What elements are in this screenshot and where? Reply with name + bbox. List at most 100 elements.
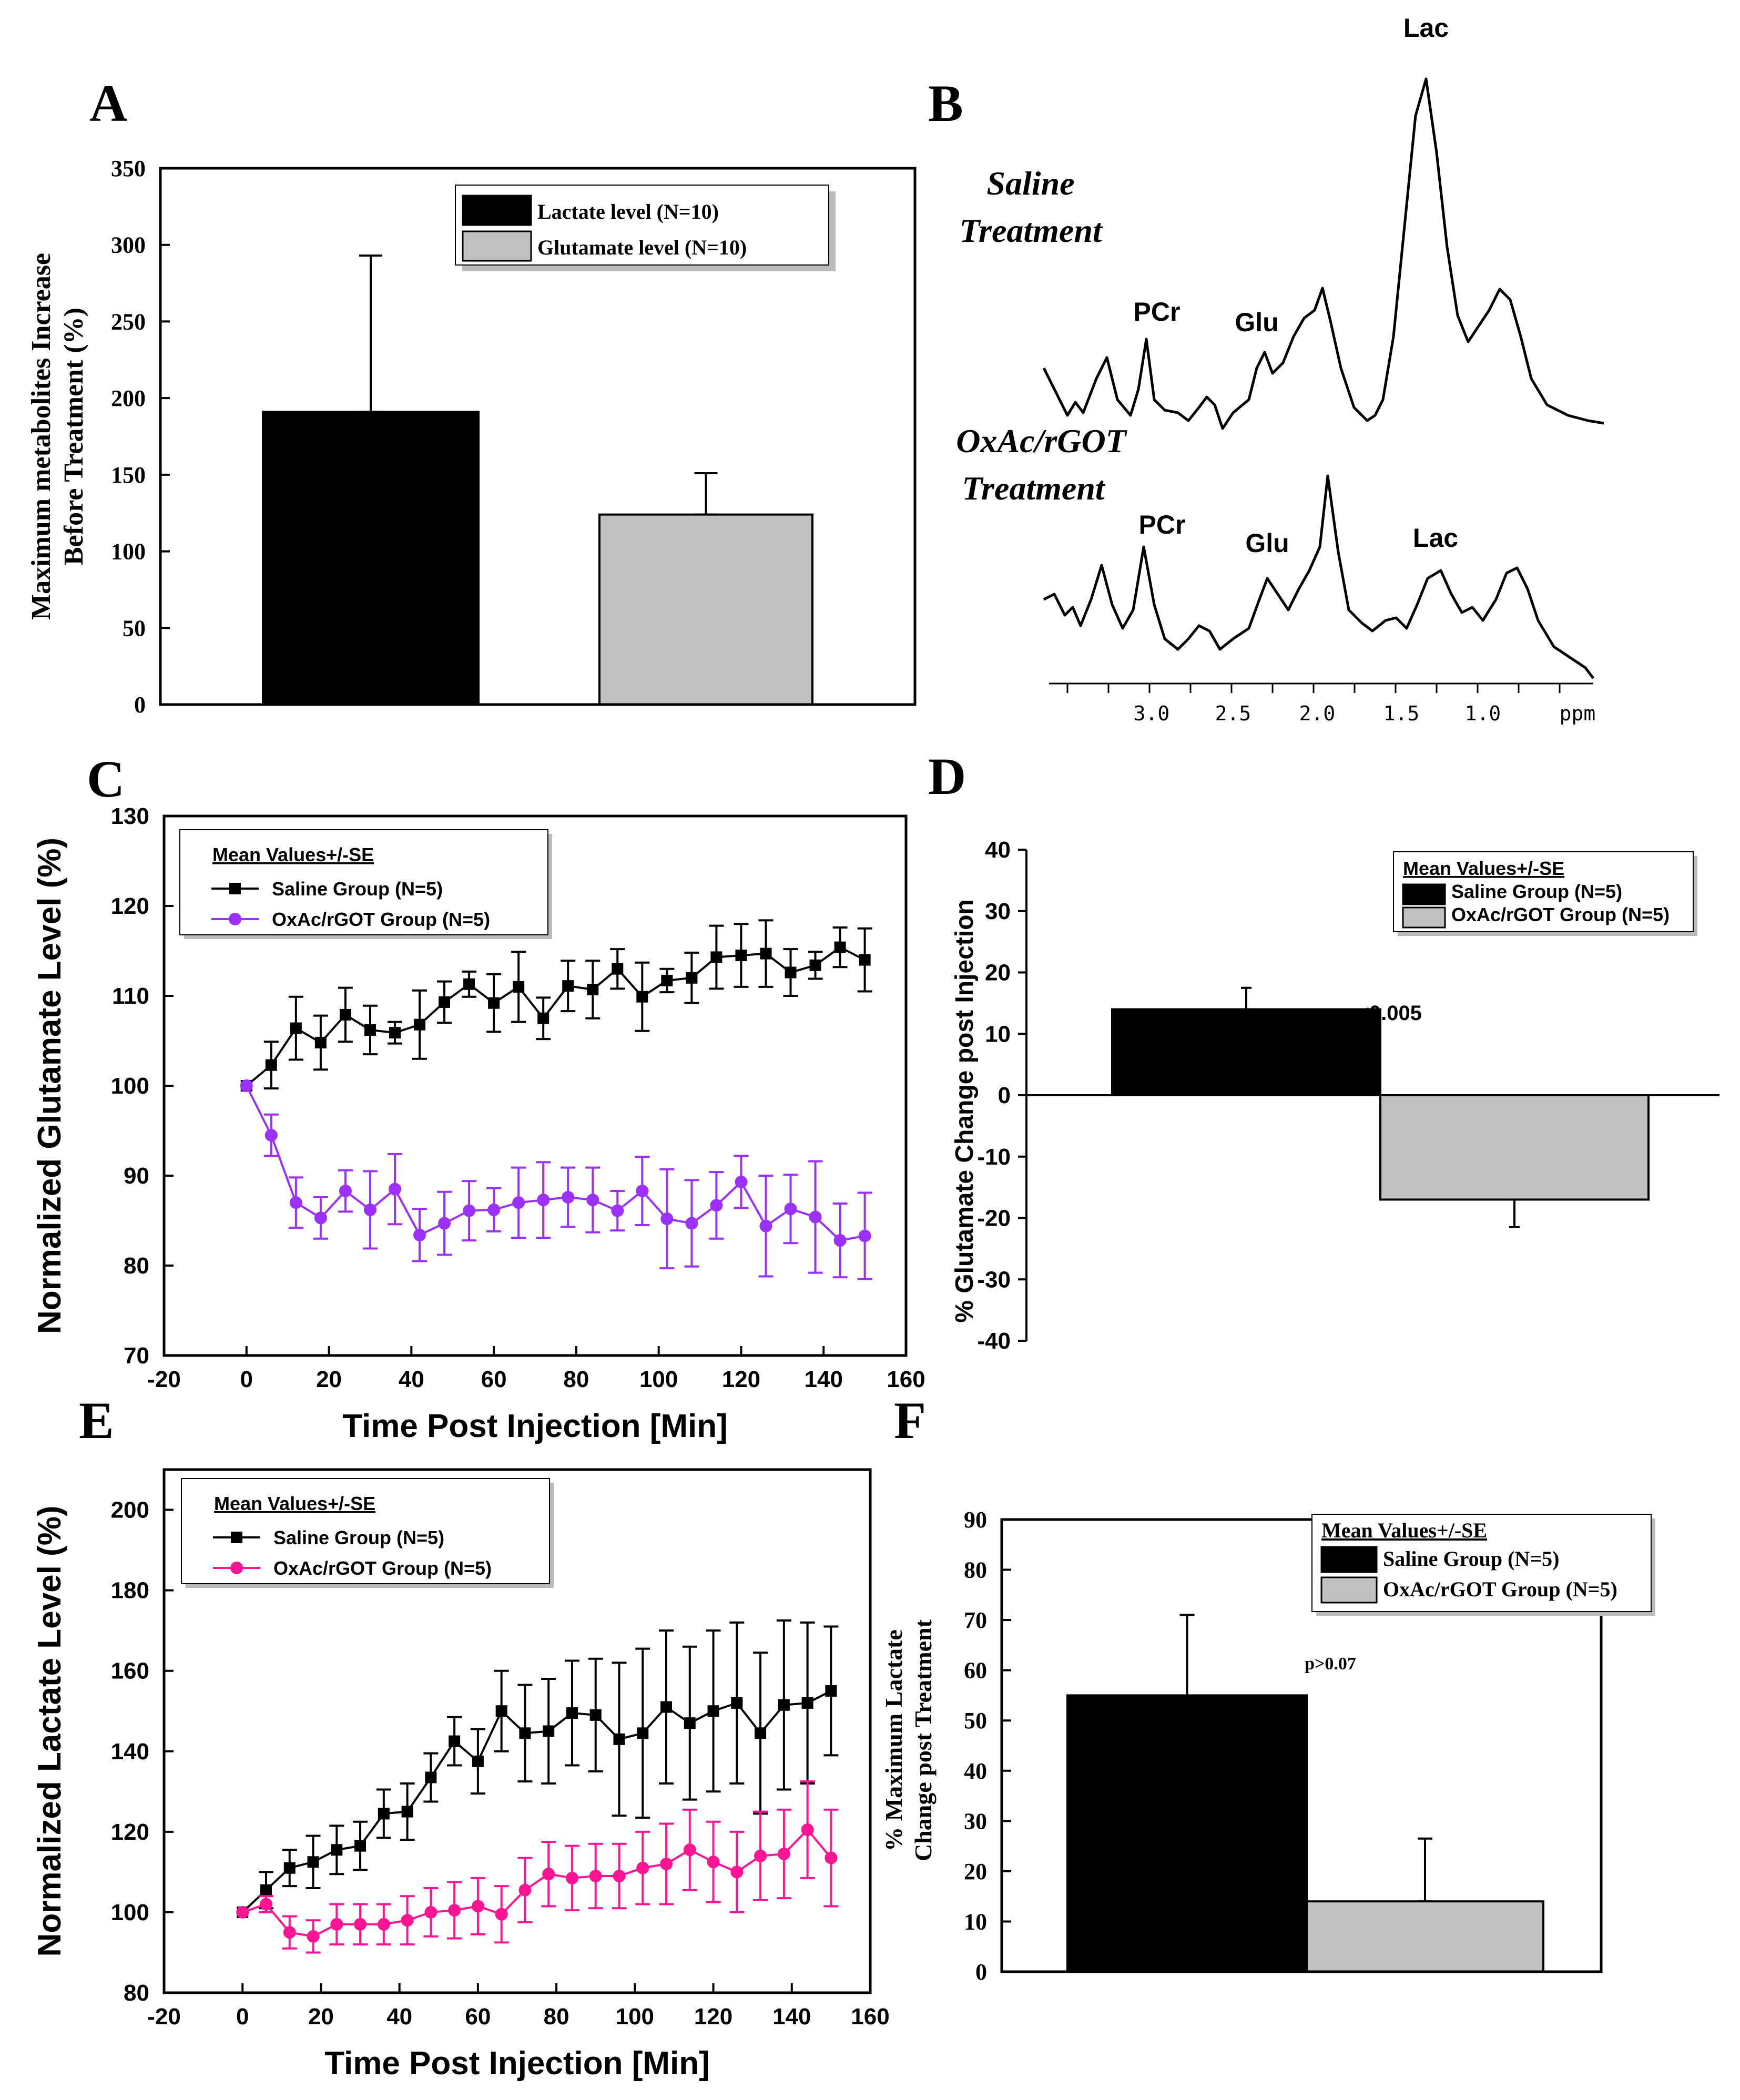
e-point-circle <box>471 1900 484 1913</box>
e-xtick-label: 120 <box>694 2004 732 2030</box>
panel-label-e: E <box>79 1391 114 1450</box>
d-ylabel: % Glutamate Change post Injection <box>951 899 979 1322</box>
b-saline-peak-label: PCr <box>1134 297 1181 327</box>
c-xtick-label: -20 <box>147 1367 181 1392</box>
b-saline-peak-label: Lac <box>1403 13 1449 43</box>
e-point-circle <box>283 1926 296 1939</box>
c-point-circle <box>784 1202 797 1216</box>
d-ytick-label: 40 <box>985 837 1011 863</box>
c-point-square <box>290 1022 302 1034</box>
c-legend-marker <box>229 883 241 894</box>
d-ytick-label: 10 <box>985 1021 1011 1047</box>
c-xtick-label: 20 <box>316 1367 342 1392</box>
c-point-square <box>463 978 475 990</box>
c-ytick-label: 80 <box>124 1253 149 1279</box>
e-point-circle <box>565 1871 578 1884</box>
c-point-square <box>686 972 698 984</box>
d-bar <box>1379 1094 1650 1201</box>
e-point-circle <box>354 1918 367 1931</box>
c-ytick-label: 110 <box>112 983 149 1009</box>
d-ytick-label: -20 <box>977 1206 1011 1231</box>
a-plot-frame <box>159 167 917 706</box>
c-xtick-label: 140 <box>805 1367 843 1392</box>
e-point-square <box>778 1699 790 1711</box>
e-point-circle <box>777 1847 790 1860</box>
e-xtick-label: 60 <box>465 2004 491 2030</box>
e-point-circle <box>495 1908 508 1921</box>
c-ytick-label: 90 <box>124 1163 149 1189</box>
c-point-circle <box>487 1203 501 1216</box>
c-xtick-label: 60 <box>481 1367 507 1392</box>
e-point-square <box>378 1808 390 1820</box>
f-ytick-label: 70 <box>964 1607 987 1633</box>
c-point-square <box>364 1024 376 1036</box>
panel-a-bar-chart: 0 50 100 150 200 250 300 350 Maximum metabolites… <box>26 156 917 718</box>
e-point-square <box>449 1735 461 1747</box>
a-bar <box>262 411 480 706</box>
e-ytick-label: 180 <box>111 1578 149 1604</box>
c-point-square <box>636 991 648 1003</box>
b-oxac-label-line2: Treatment <box>962 470 1106 507</box>
d-ytick-label: 30 <box>985 899 1011 924</box>
panel-b-mr-spectra: Saline Treatment OxAc/rGOT Treatment PCr Glu L… <box>956 13 1604 725</box>
e-point-square <box>613 1733 625 1745</box>
e-legend-box <box>181 1478 550 1584</box>
d-legend-title: Mean Values+/-SE <box>1403 858 1564 879</box>
c-point-circle <box>611 1204 624 1217</box>
e-point-circle <box>518 1883 532 1897</box>
e-point-square <box>472 1755 484 1767</box>
e-legend-marker <box>231 1532 242 1543</box>
e-point-square <box>801 1697 813 1709</box>
e-point-circle <box>613 1870 626 1883</box>
f-ytick-label: 80 <box>964 1557 987 1583</box>
c-point-square <box>562 980 574 992</box>
e-point-square <box>637 1727 649 1739</box>
e-point-circle <box>330 1918 343 1931</box>
b-oxac-peak-label: PCr <box>1139 510 1186 539</box>
e-xtick-label: 0 <box>236 2004 249 2030</box>
c-point-square <box>809 959 821 971</box>
c-point-circle <box>314 1211 327 1225</box>
d-ytick-label: -40 <box>977 1328 1011 1354</box>
c-xtick-label: 40 <box>399 1367 424 1392</box>
f-ytick-label: 40 <box>964 1758 987 1784</box>
c-point-circle <box>413 1228 426 1241</box>
e-point-square <box>307 1856 319 1868</box>
c-point-square <box>314 1036 327 1048</box>
e-point-circle <box>259 1898 272 1911</box>
c-point-square <box>389 1027 401 1039</box>
f-ytick-label: 60 <box>964 1658 987 1684</box>
d-ytick-label: 20 <box>985 960 1011 986</box>
c-point-circle <box>363 1203 377 1216</box>
b-ppm-tick-label: 1.0 <box>1465 702 1501 725</box>
f-ytick-label: 30 <box>964 1808 987 1834</box>
b-saline-spectrum-trace <box>1042 77 1604 430</box>
c-xtick-label: 0 <box>240 1367 253 1392</box>
f-ylabel-line: % Maximum Lactate <box>880 1629 907 1851</box>
e-point-square <box>354 1840 367 1852</box>
f-ytick-label: 10 <box>964 1909 987 1934</box>
e-xtick-label: 160 <box>851 2004 889 2030</box>
e-xtick-label: 40 <box>386 2004 412 2030</box>
c-ytick-label: 100 <box>111 1073 149 1099</box>
c-legend-marker <box>229 913 241 925</box>
d-legend-label: OxAc/rGOT Group (N=5) <box>1451 904 1670 925</box>
panel-c-glutamate-timecourse: 70 80 90 100 110 120 130 -20 0 20 40 60 80 100 120 140 1… <box>32 803 925 1444</box>
c-ylabel: Normalized Glutamate Level (%) <box>32 838 68 1334</box>
b-oxac-spectrum-trace <box>1043 474 1594 679</box>
c-point-circle <box>562 1191 575 1204</box>
e-legend-label: Saline Group (N=5) <box>273 1527 444 1548</box>
f-ytick-label: 0 <box>975 1959 987 1985</box>
e-point-circle <box>801 1823 814 1837</box>
panel-f-lactate-change-bars: 0 10 20 30 40 50 60 70 80 90 p>0.07 % Maximum Lacta… <box>880 1507 1655 1985</box>
c-legend-box <box>179 829 548 935</box>
e-point-square <box>660 1701 673 1713</box>
e-point-circle <box>448 1904 461 1917</box>
c-point-square <box>661 974 673 986</box>
e-legend-label: OxAc/rGOT Group (N=5) <box>273 1557 492 1579</box>
e-plot-frame <box>162 1468 872 1994</box>
c-xtick-label: 100 <box>639 1367 678 1392</box>
e-point-square <box>684 1717 696 1729</box>
b-ppm-tick-label: 1.5 <box>1383 702 1420 725</box>
d-legend-label: Saline Group (N=5) <box>1451 881 1622 902</box>
